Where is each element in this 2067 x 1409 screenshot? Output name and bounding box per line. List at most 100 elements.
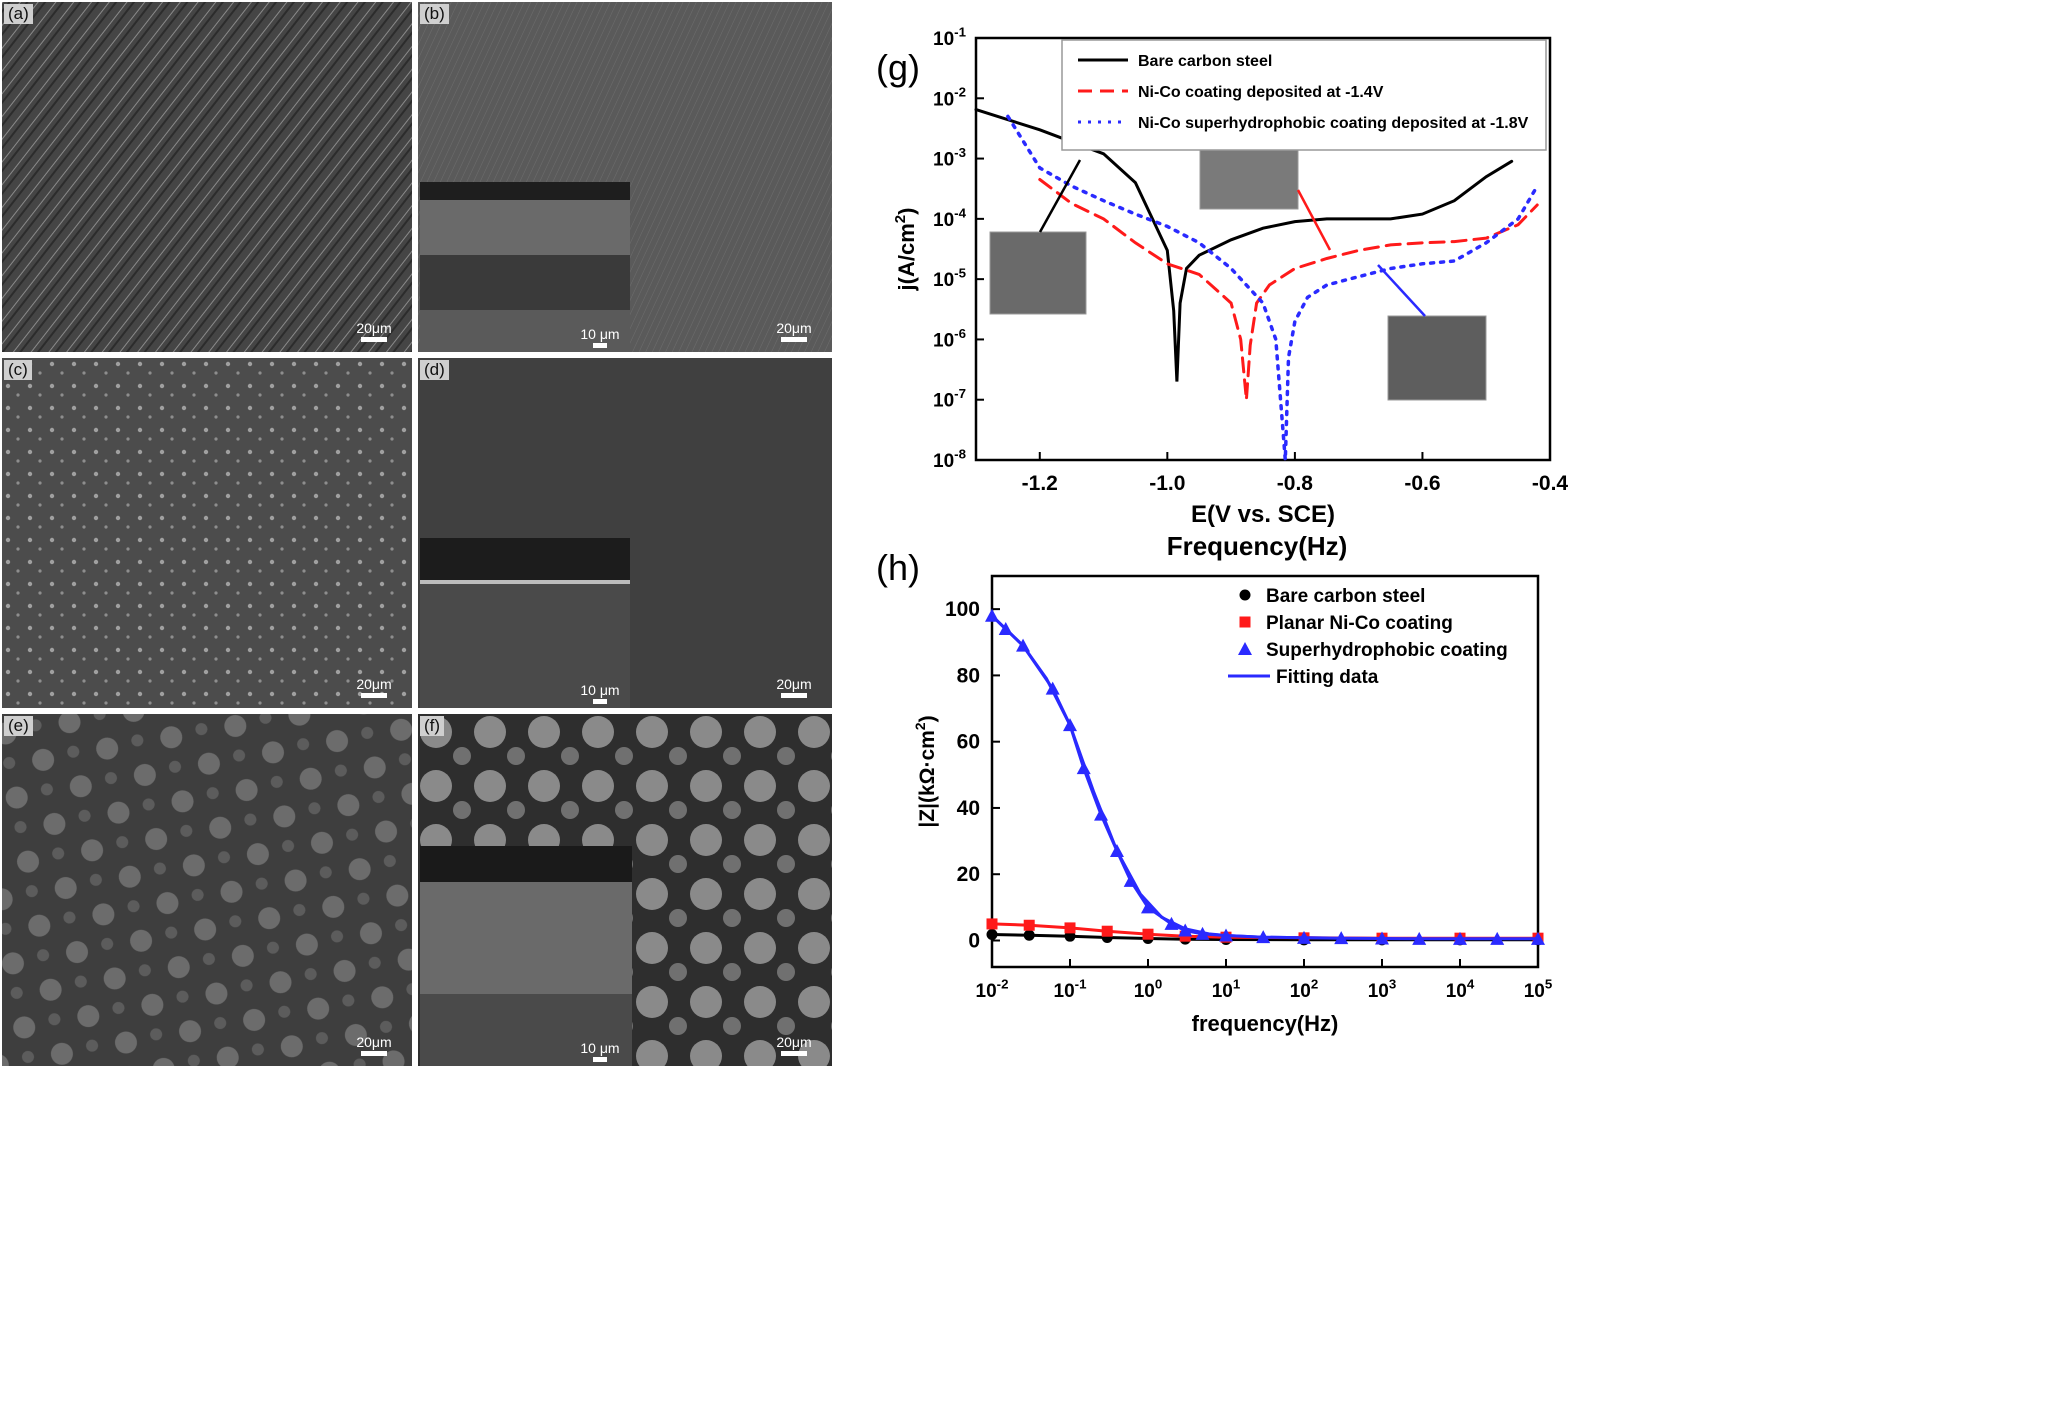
chart-h-point-2 xyxy=(1016,638,1031,652)
chart-h-point-1 xyxy=(1023,919,1035,931)
chart-g-pointer-line xyxy=(1377,264,1426,317)
sem-panel-f: 10 μm (f) 20μm xyxy=(418,714,832,1066)
chart-h-point-1 xyxy=(1101,925,1113,937)
chart-g-ytick-label: 10-4 xyxy=(933,205,967,231)
chart-h-point-2 xyxy=(1076,761,1091,775)
chart-h-point-2 xyxy=(1334,931,1349,945)
chart-h-legend-swatch xyxy=(1239,616,1251,628)
cross-section-inset-b: 10 μm xyxy=(420,182,630,352)
chart-h-point-2 xyxy=(1123,873,1138,887)
chart-h-legend-label: Planar Ni-Co coating xyxy=(1266,613,1453,634)
chart-h-xtick-label: 105 xyxy=(1524,976,1553,1002)
scale-bar-line xyxy=(593,699,607,704)
chart-h-point-2 xyxy=(1256,930,1271,944)
chart-h-xtick-label: 100 xyxy=(1134,976,1163,1002)
chart-g-legend-label: Ni-Co coating deposited at -1.4V xyxy=(1138,84,1384,101)
chart-h-point-2 xyxy=(998,622,1013,636)
chart-h-point-2 xyxy=(1297,930,1311,944)
chart-h-legend-label: Fitting data xyxy=(1276,667,1379,688)
scale-bar-a: 20μm xyxy=(344,320,404,342)
chart-h-ytick-label: 40 xyxy=(957,797,980,820)
chart-h-point-2 xyxy=(1219,928,1233,942)
scale-bar-line xyxy=(781,693,807,698)
sem-texture-c xyxy=(2,358,412,708)
scale-label-f: 20μm xyxy=(776,1034,812,1050)
chart-h-point-2 xyxy=(1490,931,1505,945)
panel-tag-f: (f) xyxy=(420,716,445,736)
chart-g-ytick-label: 10-2 xyxy=(933,85,966,111)
scale-label-d: 20μm xyxy=(776,676,812,692)
chart-h-frame xyxy=(990,574,1540,969)
chart-h-point-1 xyxy=(1064,922,1076,934)
sem-panel-e: (e) 20μm xyxy=(2,714,412,1066)
sem-texture-a xyxy=(2,2,412,352)
chart-h-point-2 xyxy=(1375,931,1389,945)
chart-g-xtick-label: -0.4 xyxy=(1532,472,1569,495)
chart-h-ytick-label: 0 xyxy=(968,929,980,952)
chart-g-legend-box xyxy=(1061,39,1547,151)
scale-bar-line xyxy=(361,693,387,698)
chart-h-point-1 xyxy=(986,918,998,930)
chart-h-ytick-label: 100 xyxy=(945,598,980,621)
panel-tag-e: (e) xyxy=(4,716,33,736)
chart-h-point-2 xyxy=(1412,931,1427,945)
chart-h-point-1 xyxy=(1142,928,1154,940)
chart-g-series-line-2 xyxy=(1006,114,1539,461)
chart-g-frame xyxy=(974,36,1552,462)
scale-bar-c: 20μm xyxy=(344,676,404,698)
chart-h-point-2 xyxy=(1109,844,1124,858)
chart-g-ytick-label: 10-3 xyxy=(933,145,966,171)
chart-g-panel-label: (g) xyxy=(876,47,920,88)
inset-scale-f: 10 μm xyxy=(570,1040,630,1062)
scale-bar-b: 20μm xyxy=(764,320,824,342)
scale-bar-line xyxy=(593,1057,607,1062)
chart-g-xtick-label: -1.2 xyxy=(1022,472,1058,495)
chart-h-panel-label: (h) xyxy=(876,547,920,588)
chart-g-xtick-label: -1.0 xyxy=(1149,472,1185,495)
cross-section-image-f xyxy=(420,846,632,1066)
panel-tag-a: (a) xyxy=(4,4,33,24)
scale-bar-line xyxy=(781,337,807,342)
chart-h-series-line-2 xyxy=(990,614,1538,941)
chart-h-ytick-label: 80 xyxy=(957,664,980,687)
scale-label-b: 20μm xyxy=(776,320,812,336)
inset-scale-b: 10 μm xyxy=(570,326,630,348)
chart-g-pointer-line xyxy=(1296,189,1332,251)
chart-g-pointer-line xyxy=(1038,159,1082,233)
chart-h-point-2 xyxy=(1141,900,1155,914)
chart-h-point-2 xyxy=(1164,916,1179,930)
cross-section-image-d xyxy=(420,538,630,708)
chart-h-point-0 xyxy=(1064,930,1076,942)
chart-h-point-2 xyxy=(1178,923,1193,937)
scale-bar-e: 20μm xyxy=(344,1034,404,1056)
scale-bar-line xyxy=(361,1051,387,1056)
chart-h-point-2 xyxy=(1045,681,1060,695)
scale-label-e: 20μm xyxy=(356,1034,392,1050)
scale-bar-d: 20μm xyxy=(764,676,824,698)
inset-scale-label-d: 10 μm xyxy=(580,682,620,698)
chart-h-point-2 xyxy=(1063,718,1077,732)
cross-section-inset-d: 10 μm xyxy=(420,538,630,708)
scale-label-a: 20μm xyxy=(356,320,392,336)
chart-g-ytick-label: 10-1 xyxy=(933,24,967,50)
panel-tag-c: (c) xyxy=(4,360,32,380)
chart-h-point-2 xyxy=(1531,931,1545,945)
chart-g-legend-label: Bare carbon steel xyxy=(1138,53,1272,70)
chart-g-ytick-label: 10-7 xyxy=(933,386,966,412)
chart-h-point-0 xyxy=(1023,929,1035,941)
sem-panel-c: (c) 20μm xyxy=(2,358,412,708)
sem-panel-d: 10 μm (d) 20μm xyxy=(418,358,832,708)
scale-bar-f: 20μm xyxy=(764,1034,824,1056)
panel-tag-b: (b) xyxy=(420,4,449,24)
sem-panel-b: 10 μm (b) 20μm xyxy=(418,2,832,352)
chart-g-xtick-label: -0.8 xyxy=(1277,472,1314,495)
chart-h-legend-swatch xyxy=(1239,589,1251,601)
chart-g-sem-thumbnail xyxy=(989,231,1087,315)
chart-g-series-line-1 xyxy=(1038,178,1539,400)
chart-h-point-2 xyxy=(1195,926,1210,940)
cross-section-image-b xyxy=(420,182,630,352)
chart-h-ytick-label: 60 xyxy=(957,731,980,754)
chart-g-legend-label: Ni-Co superhydrophobic coating deposited… xyxy=(1138,115,1529,132)
chart-h-point-0 xyxy=(986,929,998,941)
chart-h-xlabel: frequency(Hz) xyxy=(1192,1011,1339,1036)
